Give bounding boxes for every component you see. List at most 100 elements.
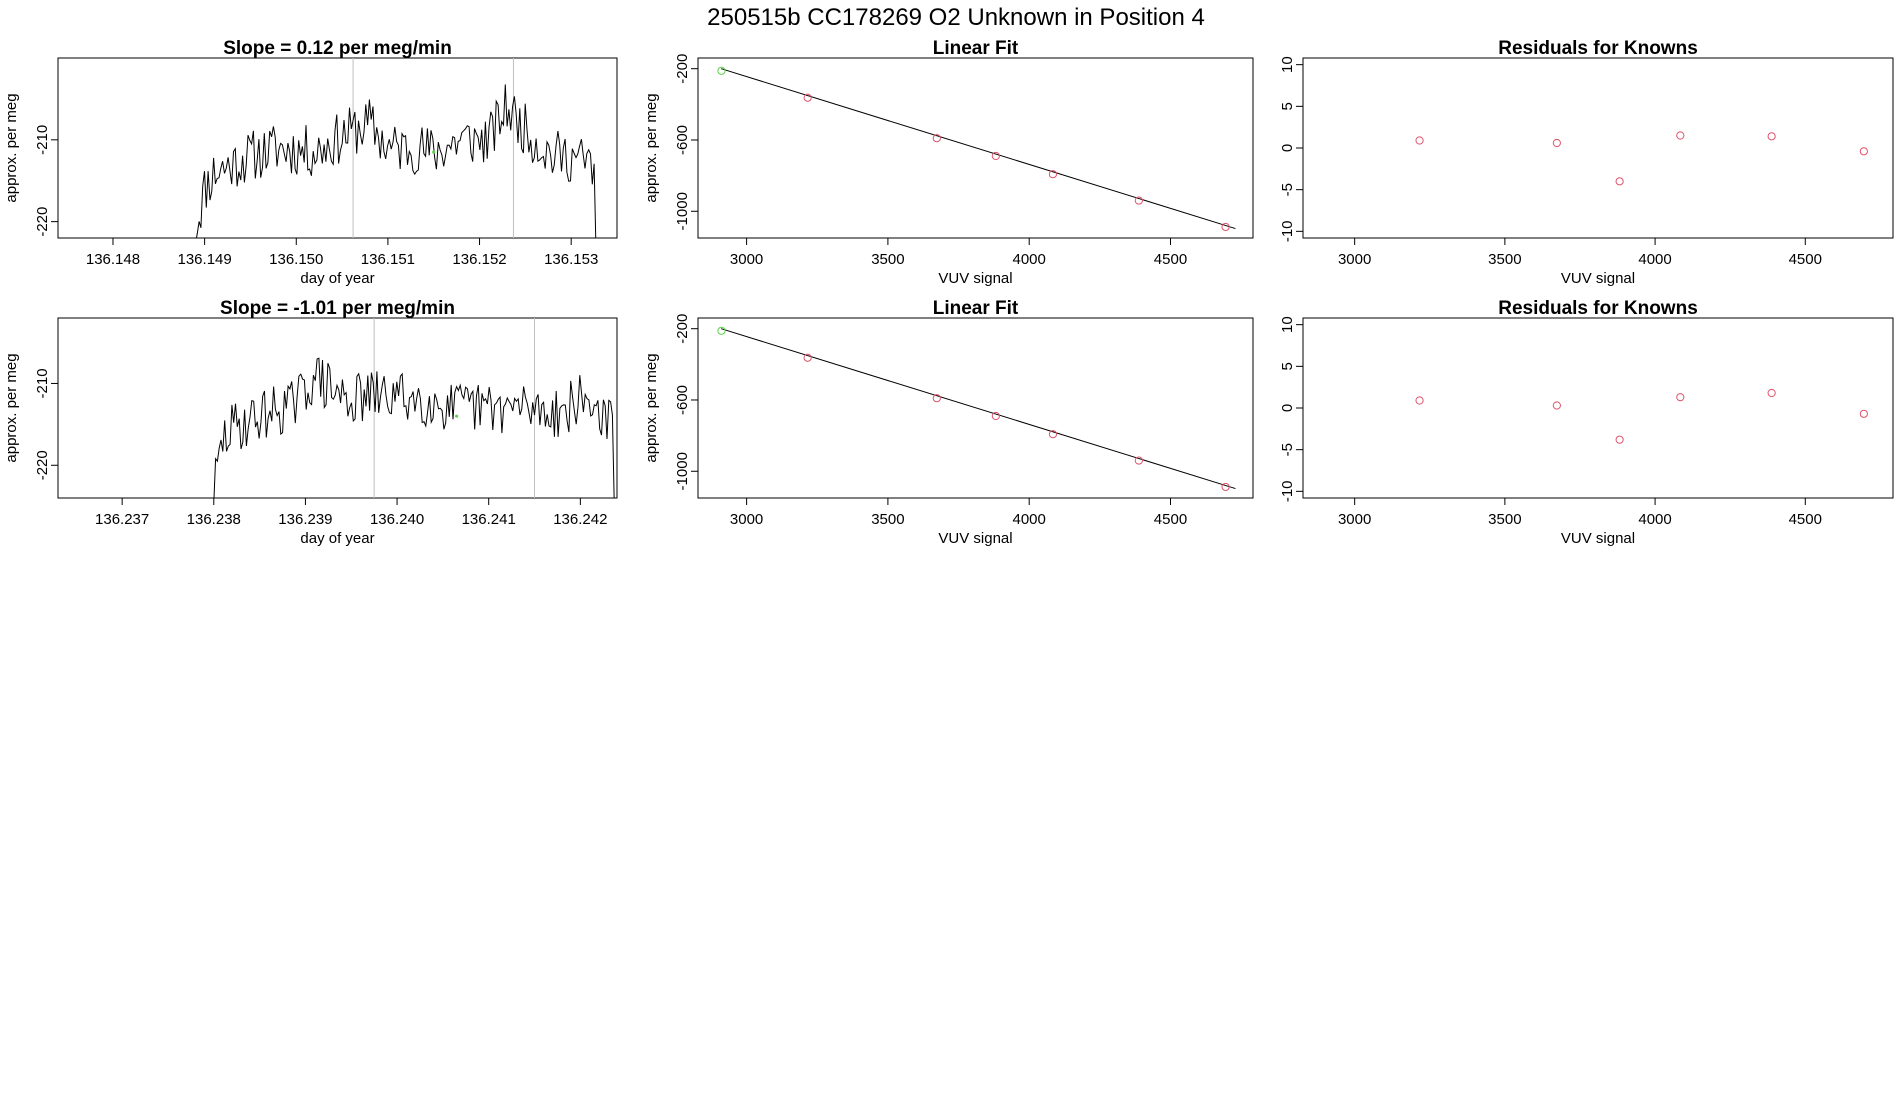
panel-title: Linear Fit <box>933 38 1019 59</box>
data-point <box>1859 147 1868 156</box>
x-tick-label: 136.238 <box>187 511 241 528</box>
y-axis-label: approx. per meg <box>643 93 660 202</box>
panel-1: Slope = 0.12 per meg/min 136.148 136.149 13… <box>3 38 618 287</box>
data-point <box>1048 430 1058 439</box>
plot-area <box>213 318 615 498</box>
data-point <box>1615 177 1624 186</box>
y-tick-label: -220 <box>34 450 51 480</box>
y-tick-label: -1000 <box>674 452 691 490</box>
panel-title: Slope = 0.12 per meg/min <box>223 38 452 59</box>
x-tick-label: 136.241 <box>462 511 516 528</box>
reference-point <box>455 414 459 418</box>
panel-6: Residuals for Knowns 3000 3500 4000 4500 -10 -… <box>1279 298 1894 547</box>
data-point <box>803 93 812 102</box>
reference-point <box>717 326 726 335</box>
x-tick-label: 4500 <box>1789 511 1822 528</box>
x-tick-label: 3000 <box>1338 511 1371 528</box>
x-axis-label: VUV signal <box>1561 270 1635 287</box>
x-axis-label: VUV signal <box>1561 530 1635 547</box>
x-axis-label: day of year <box>300 270 374 287</box>
x-tick-label: 136.240 <box>370 511 424 528</box>
x-tick-label: 3500 <box>1488 251 1521 268</box>
y-tick-label: -10 <box>1279 480 1296 502</box>
y-tick-label: -200 <box>674 54 691 84</box>
y-axis-label: approx. per meg <box>3 93 20 202</box>
data-point <box>1615 435 1624 444</box>
data-point <box>1676 131 1685 140</box>
x-tick-label: 136.148 <box>86 251 140 268</box>
panel-4: Slope = -1.01 per meg/min 136.237 136.238 1… <box>3 298 618 547</box>
y-tick-label: 5 <box>1279 102 1296 110</box>
data-point <box>991 411 1000 421</box>
plot-area <box>1415 388 1868 444</box>
y-tick-label: 10 <box>1279 56 1296 73</box>
y-tick-label: -220 <box>34 207 51 237</box>
data-point <box>1134 456 1143 465</box>
x-tick-label: 136.242 <box>553 511 607 528</box>
y-tick-label: -10 <box>1279 220 1296 242</box>
x-tick-label: 3000 <box>1338 251 1371 268</box>
data-point <box>1415 396 1424 405</box>
panel-title: Residuals for Knowns <box>1498 38 1698 59</box>
data-point <box>991 151 1000 161</box>
x-tick-label: 4000 <box>1013 511 1046 528</box>
fit-line <box>721 68 1236 230</box>
panel-3: Residuals for Knowns 3000 3500 4000 4500 -10 -… <box>1279 38 1894 287</box>
x-tick-label: 136.239 <box>278 511 332 528</box>
plot-area <box>195 58 597 238</box>
y-tick-label: 10 <box>1279 316 1296 333</box>
plot-frame <box>1302 317 1894 499</box>
data-point <box>1676 393 1685 402</box>
y-tick-label: -210 <box>34 368 51 398</box>
y-tick-label: 0 <box>1279 404 1296 412</box>
plot-frame <box>57 57 618 239</box>
y-axis-label: approx. per meg <box>643 353 660 462</box>
plot-area <box>1415 131 1868 186</box>
x-tick-label: 4500 <box>1789 251 1822 268</box>
plot-area <box>717 326 1236 492</box>
x-tick-label: 3000 <box>730 251 763 268</box>
x-tick-label: 3500 <box>871 251 904 268</box>
x-tick-label: 4500 <box>1154 251 1187 268</box>
panel-title: Slope = -1.01 per meg/min <box>220 298 455 319</box>
y-tick-label: 0 <box>1279 144 1296 152</box>
y-axis-label: approx. per meg <box>3 353 20 462</box>
plot-frame <box>697 57 1254 239</box>
data-point <box>1767 132 1776 141</box>
x-tick-label: 136.149 <box>178 251 232 268</box>
x-tick-label: 4000 <box>1013 251 1046 268</box>
x-tick-label: 136.153 <box>544 251 598 268</box>
x-tick-label: 136.152 <box>452 251 506 268</box>
plot-frame <box>57 317 618 499</box>
y-tick-label: -1000 <box>674 192 691 230</box>
data-point <box>932 394 941 403</box>
plot-frame <box>1302 57 1894 239</box>
y-tick-label: -600 <box>674 125 691 155</box>
data-point <box>1859 409 1868 418</box>
y-tick-label: -210 <box>34 125 51 155</box>
panel-5: Linear Fit 3000 3500 4000 4500 -200 -600 -1000 V… <box>643 298 1254 547</box>
y-tick-label: -5 <box>1279 443 1296 456</box>
x-tick-label: 136.237 <box>95 511 149 528</box>
x-tick-label: 3500 <box>1488 511 1521 528</box>
reference-point <box>432 150 436 154</box>
x-axis-label: VUV signal <box>938 530 1012 547</box>
data-point <box>803 353 812 362</box>
y-tick-label: -5 <box>1279 183 1296 196</box>
series-line <box>213 357 615 498</box>
y-tick-label: -200 <box>674 314 691 344</box>
y-tick-label: -600 <box>674 385 691 415</box>
data-point <box>1552 138 1561 148</box>
x-tick-label: 4500 <box>1154 511 1187 528</box>
data-point <box>1221 482 1230 492</box>
panel-title: Linear Fit <box>933 298 1019 319</box>
data-point <box>1552 401 1561 410</box>
figure-title: 250515b CC178269 O2 Unknown in Position … <box>707 4 1205 31</box>
x-tick-label: 3000 <box>730 511 763 528</box>
x-tick-label: 136.151 <box>361 251 415 268</box>
panel-2: Linear Fit 3000 3500 4000 4500 -200 -600 -1000 V… <box>643 38 1254 287</box>
data-point <box>1767 388 1776 398</box>
x-tick-label: 3500 <box>871 511 904 528</box>
plot-area <box>717 66 1236 232</box>
